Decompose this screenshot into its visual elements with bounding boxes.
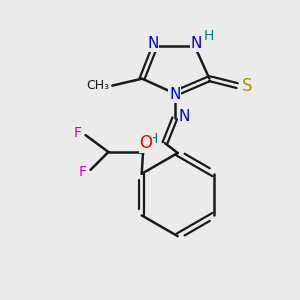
Text: N: N <box>147 37 159 52</box>
Text: O: O <box>140 134 152 152</box>
Text: N: N <box>179 109 190 124</box>
Text: H: H <box>203 29 214 43</box>
Text: N: N <box>191 37 202 52</box>
Text: H: H <box>148 132 158 146</box>
Text: F: F <box>79 165 87 179</box>
Text: S: S <box>242 76 252 94</box>
Text: F: F <box>74 126 82 140</box>
Text: CH₃: CH₃ <box>86 79 109 92</box>
Text: N: N <box>169 87 181 102</box>
